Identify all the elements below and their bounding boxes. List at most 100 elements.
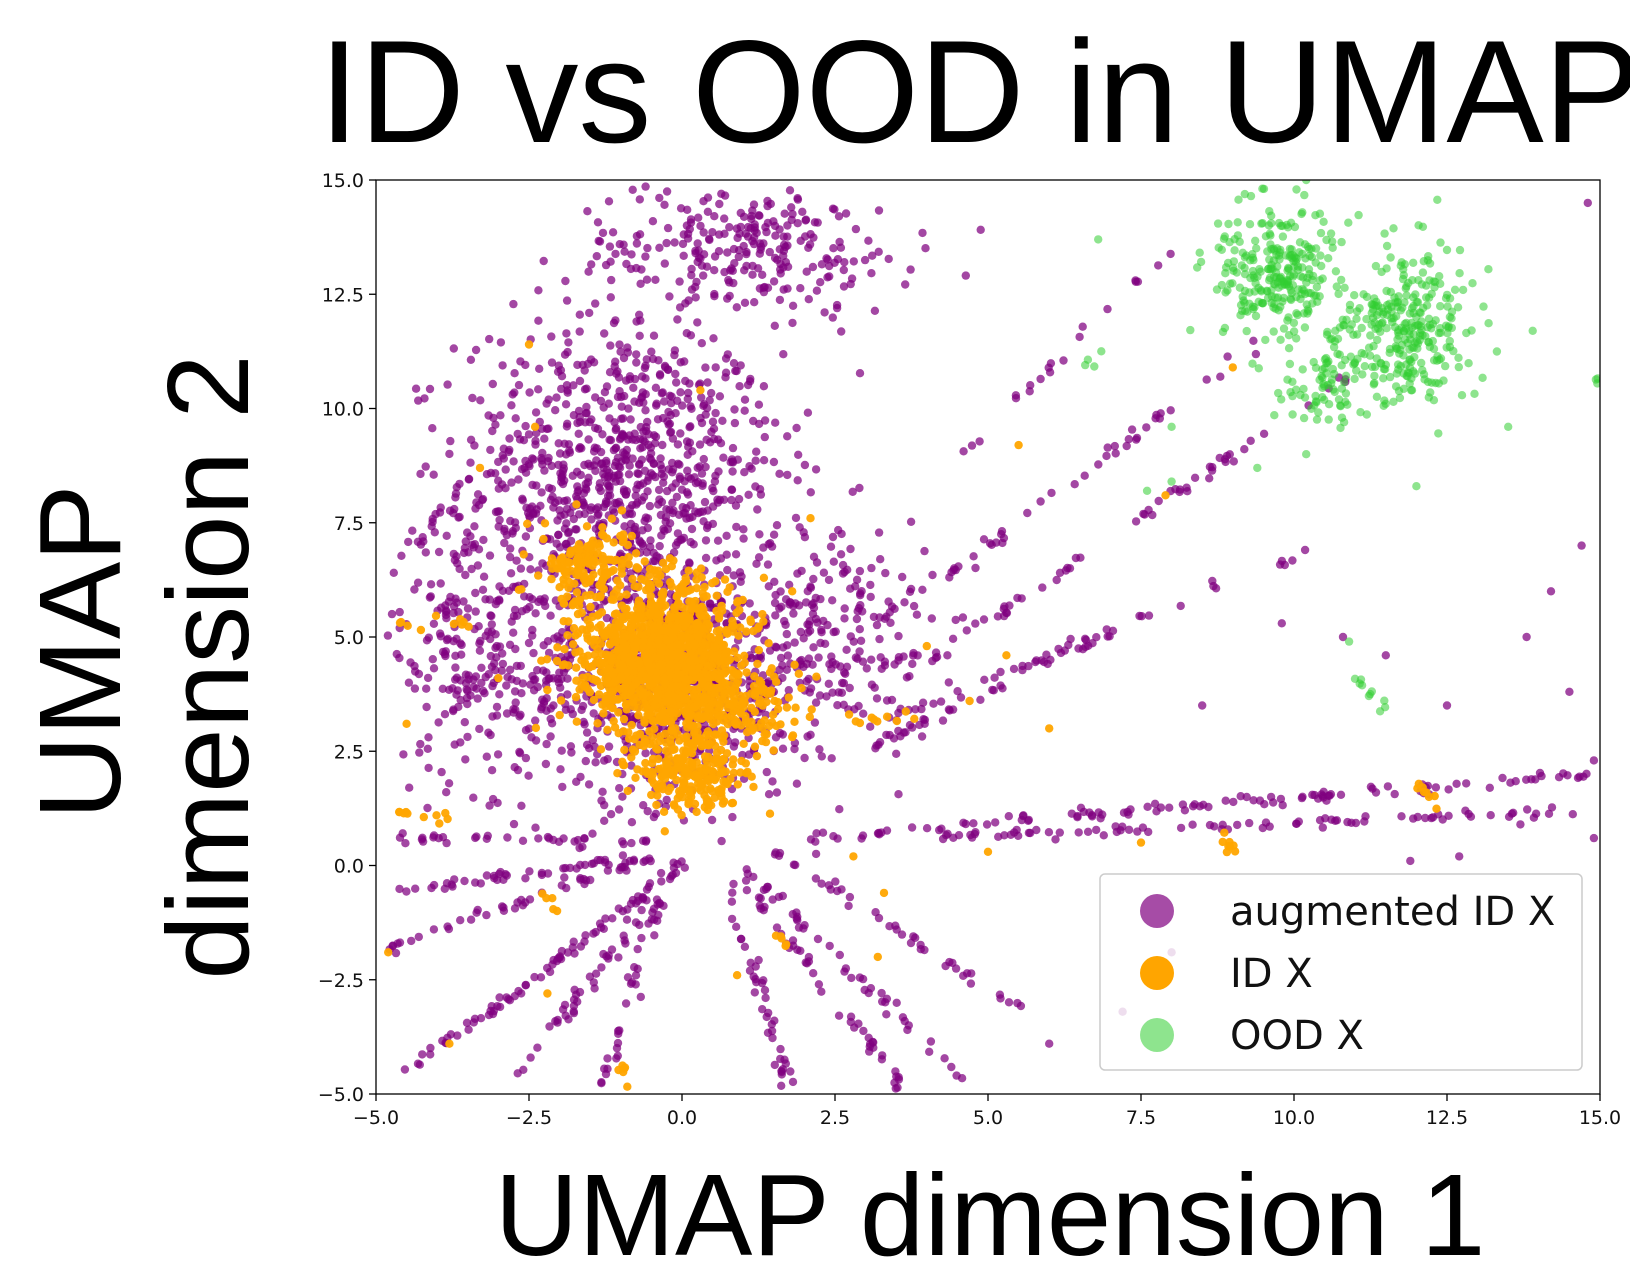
data-point xyxy=(1054,644,1063,654)
data-point xyxy=(754,553,764,562)
data-point xyxy=(877,988,886,998)
data-point xyxy=(601,1069,611,1079)
data-point xyxy=(685,558,694,567)
data-point xyxy=(692,575,701,584)
data-point xyxy=(1383,782,1393,791)
data-point xyxy=(808,262,818,272)
data-point xyxy=(702,762,712,771)
data-point xyxy=(596,486,605,496)
data-point xyxy=(463,732,472,742)
data-point xyxy=(445,506,455,515)
data-point xyxy=(1183,487,1192,496)
data-point xyxy=(840,614,849,623)
data-point xyxy=(1070,480,1079,489)
data-point xyxy=(574,429,583,438)
data-point xyxy=(729,742,739,751)
data-point xyxy=(791,703,800,712)
data-point xyxy=(833,834,842,843)
data-point xyxy=(753,624,763,633)
data-point xyxy=(577,444,586,453)
data-point xyxy=(1151,414,1160,423)
data-point xyxy=(613,392,623,402)
data-point xyxy=(629,855,639,864)
data-point xyxy=(1180,806,1190,815)
data-point xyxy=(589,570,598,579)
data-point xyxy=(767,542,777,551)
data-point xyxy=(852,575,862,584)
data-point xyxy=(755,249,764,258)
data-point xyxy=(764,790,774,799)
data-point xyxy=(434,547,444,557)
data-point xyxy=(435,819,444,828)
data-point xyxy=(661,517,670,526)
data-point xyxy=(734,252,743,262)
data-point xyxy=(530,972,539,982)
data-point xyxy=(514,585,524,594)
data-point xyxy=(1017,815,1026,825)
data-point xyxy=(484,1010,494,1020)
data-point xyxy=(652,575,661,584)
data-point xyxy=(700,694,709,703)
data-point xyxy=(623,348,633,357)
data-point xyxy=(710,252,720,261)
data-point xyxy=(806,730,815,739)
data-point xyxy=(451,651,460,660)
data-point xyxy=(669,713,678,722)
data-point xyxy=(1292,819,1301,828)
data-point xyxy=(606,293,615,302)
data-point xyxy=(496,867,505,877)
data-point xyxy=(1078,645,1088,654)
data-point xyxy=(434,834,443,843)
data-point xyxy=(418,533,427,542)
data-point xyxy=(561,450,571,459)
data-point xyxy=(540,519,550,528)
data-point xyxy=(518,836,528,845)
data-point xyxy=(739,703,748,712)
data-point xyxy=(969,552,978,561)
data-point xyxy=(834,212,844,221)
data-point xyxy=(1204,802,1213,812)
data-point xyxy=(476,396,485,405)
data-point xyxy=(817,260,827,269)
data-point xyxy=(502,709,512,718)
data-point xyxy=(928,570,937,580)
data-point xyxy=(882,696,892,705)
data-point xyxy=(709,334,718,343)
data-point xyxy=(611,477,620,486)
data-point xyxy=(740,395,750,404)
data-point xyxy=(742,668,751,677)
data-point xyxy=(494,484,503,493)
data-point xyxy=(892,998,901,1007)
data-point xyxy=(396,617,406,627)
data-point xyxy=(422,702,431,712)
data-point xyxy=(692,604,701,613)
data-point xyxy=(677,632,686,642)
data-point xyxy=(890,660,899,669)
data-point xyxy=(892,925,901,934)
data-point xyxy=(683,466,692,475)
data-point xyxy=(1052,575,1061,585)
data-point xyxy=(420,394,429,403)
data-point xyxy=(587,515,596,524)
data-point xyxy=(632,317,641,326)
data-point xyxy=(562,329,571,338)
data-point xyxy=(899,652,908,661)
data-point xyxy=(566,742,576,751)
data-point xyxy=(552,656,562,666)
data-point xyxy=(680,357,689,366)
data-point xyxy=(615,784,624,793)
data-point xyxy=(600,800,609,810)
data-point xyxy=(1205,474,1214,483)
data-point xyxy=(514,475,523,484)
data-point xyxy=(948,634,958,643)
data-point xyxy=(431,611,441,620)
data-point xyxy=(531,440,540,449)
data-point xyxy=(574,406,584,416)
data-point xyxy=(588,736,597,745)
data-point xyxy=(484,670,493,679)
data-point xyxy=(559,464,568,473)
data-point xyxy=(1103,443,1112,452)
data-point xyxy=(463,604,473,613)
data-point xyxy=(730,405,739,414)
data-point xyxy=(569,599,578,608)
